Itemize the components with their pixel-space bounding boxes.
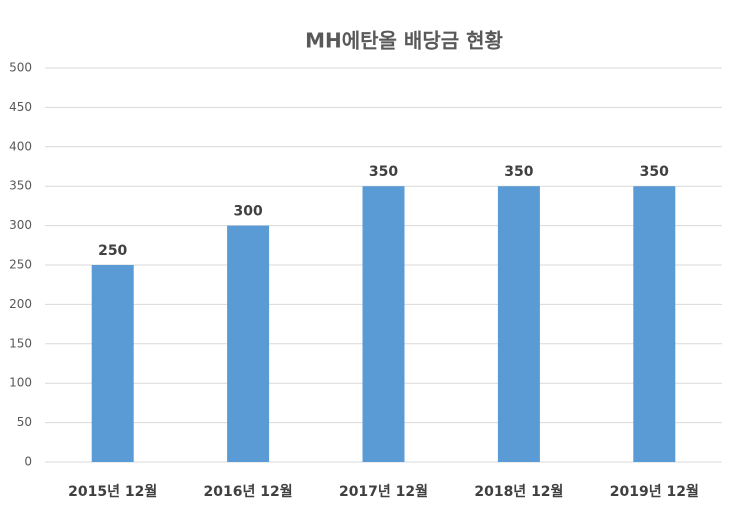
- x-tick-label: 2018년 12월: [474, 483, 563, 500]
- value-label: 350: [504, 164, 533, 180]
- y-tick-label: 0: [24, 455, 32, 469]
- bar: [91, 265, 134, 462]
- bar: [633, 186, 676, 462]
- bar: [497, 186, 540, 462]
- bar: [362, 186, 405, 462]
- y-tick-label: 400: [9, 139, 32, 153]
- value-label: 250: [98, 243, 127, 259]
- x-tick-label: 2016년 12월: [204, 483, 293, 500]
- value-label: 350: [369, 164, 398, 180]
- x-tick-label: 2015년 12월: [68, 483, 157, 500]
- chart-title: MH에탄올 배당금 현황: [305, 29, 503, 53]
- y-tick-label: 500: [9, 61, 32, 75]
- value-label: 350: [640, 164, 669, 180]
- y-tick-label: 100: [9, 376, 32, 390]
- y-tick-label: 250: [9, 258, 32, 272]
- x-tick-label: 2017년 12월: [339, 483, 428, 500]
- x-tick-label: 2019년 12월: [610, 483, 699, 500]
- y-tick-label: 200: [9, 297, 32, 311]
- y-tick-label: 300: [9, 218, 32, 232]
- y-tick-label: 150: [9, 336, 32, 350]
- y-tick-label: 350: [9, 179, 32, 193]
- y-tick-label: 50: [17, 415, 32, 429]
- value-label: 300: [233, 204, 262, 220]
- bar: [227, 225, 270, 462]
- y-tick-label: 450: [9, 100, 32, 114]
